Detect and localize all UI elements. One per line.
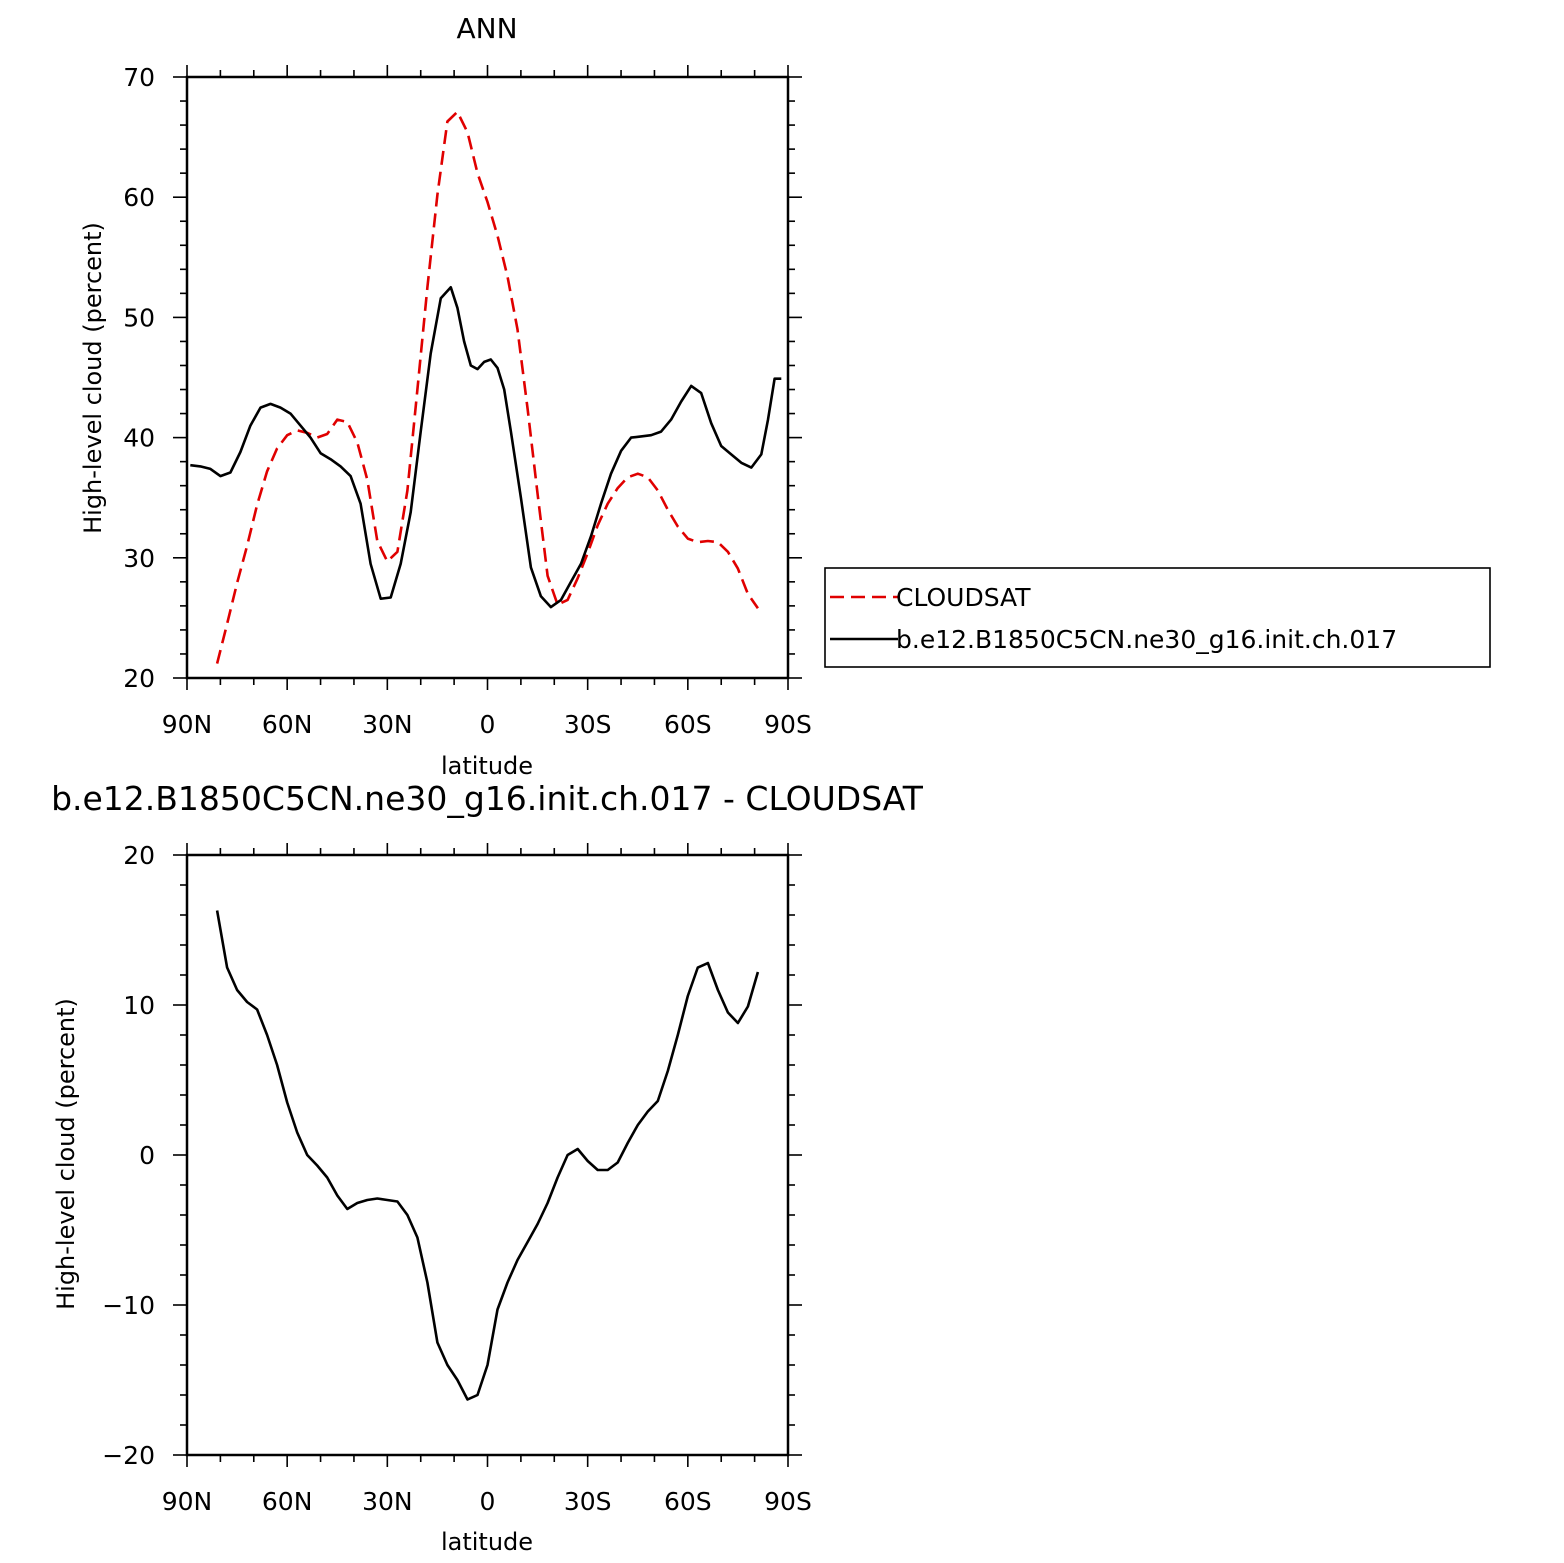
mean-y-tick-label: 30 (123, 544, 155, 573)
mean-plot-frame (185, 75, 790, 680)
legend-label-cloudsat: CLOUDSAT (896, 583, 1031, 612)
difference-x-tick-label: 0 (480, 1487, 496, 1516)
difference-series-difference-line (215, 910, 760, 1401)
difference-y-tick-label: −10 (102, 1291, 155, 1320)
legend: CLOUDSAT b.e12.B1850C5CN.ne30_g16.init.c… (824, 567, 1491, 668)
mean-x-tick-label: 90N (162, 710, 213, 739)
mean-panel: ANN High-level cloud (percent) latitude … (79, 12, 1491, 780)
difference-y-tick-label: −20 (102, 1441, 155, 1470)
mean-y-tick-label: 60 (123, 183, 155, 212)
difference-panel: b.e12.B1850C5CN.ne30_g16.init.ch.017 - C… (51, 779, 924, 1556)
difference-x-tick-label: 60N (262, 1487, 313, 1516)
mean-x-tick-label: 0 (480, 710, 496, 739)
mean-x-tick-label: 60S (664, 710, 712, 739)
difference-x-tick-label: 90S (764, 1487, 812, 1516)
difference-panel-x-axis-label: latitude (441, 1528, 533, 1556)
difference-y-tick-label: 10 (123, 991, 155, 1020)
difference-y-tick-label: 0 (139, 1141, 155, 1170)
difference-y-tick-label: 20 (123, 841, 155, 870)
difference-panel-title: b.e12.B1850C5CN.ne30_g16.init.ch.017 - C… (51, 779, 924, 818)
legend-label-model: b.e12.B1850C5CN.ne30_g16.init.ch.017 (896, 625, 1397, 654)
mean-x-tick-label: 30N (362, 710, 413, 739)
mean-x-tick-label: 90S (764, 710, 812, 739)
legend-box (824, 567, 1491, 668)
mean-x-tick-label: 30S (564, 710, 612, 739)
mean-panel-x-axis-label: latitude (441, 752, 533, 780)
mean-series-cloudsat-line (215, 110, 759, 664)
mean-panel-y-axis-label: High-level cloud (percent) (79, 222, 107, 534)
mean-y-tick-label: 40 (123, 424, 155, 453)
mean-x-tick-label: 60N (262, 710, 313, 739)
difference-x-tick-label: 30N (362, 1487, 413, 1516)
difference-x-tick-label: 60S (664, 1487, 712, 1516)
mean-y-tick-label: 50 (123, 303, 155, 332)
difference-x-tick-label: 90N (162, 1487, 213, 1516)
difference-x-tick-label: 30S (564, 1487, 612, 1516)
mean-series-model-line (190, 285, 782, 609)
mean-y-tick-label: 20 (123, 664, 155, 693)
mean-panel-title: ANN (456, 12, 517, 45)
mean-y-tick-label: 70 (123, 63, 155, 92)
difference-panel-y-axis-label: High-level cloud (percent) (52, 998, 80, 1310)
